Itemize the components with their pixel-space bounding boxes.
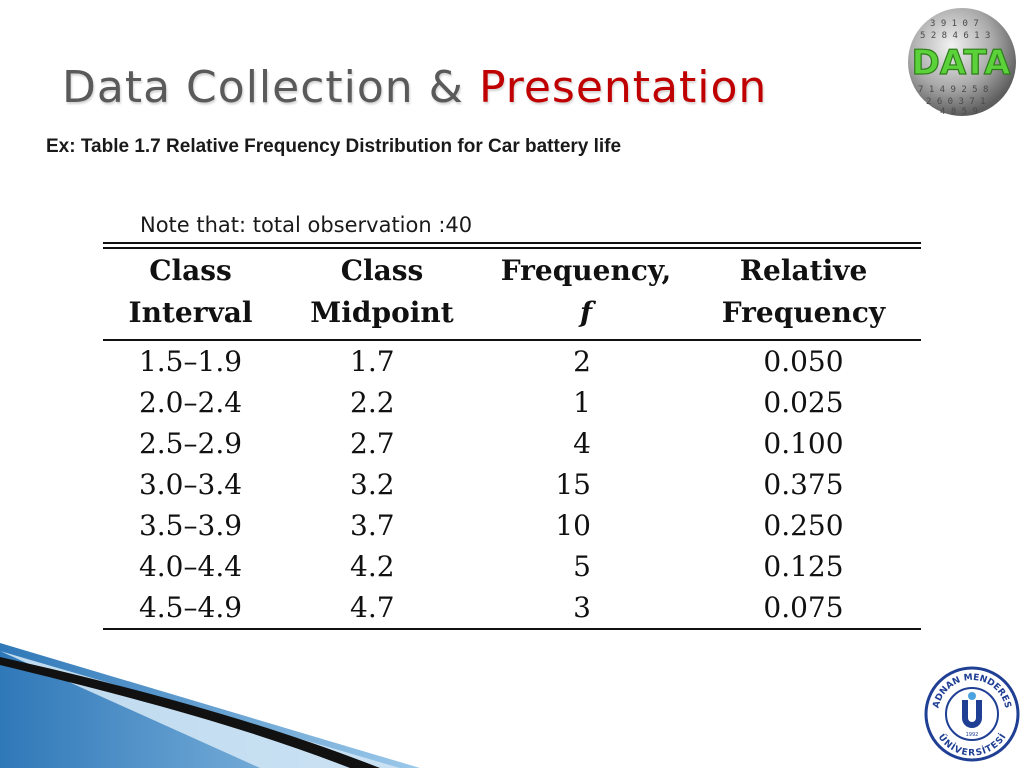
seal-year: 1992 [966, 732, 979, 738]
cell-interval: 4.5–4.9 [138, 591, 243, 624]
slide-subtitle: Ex: Table 1.7 Relative Frequency Distrib… [46, 136, 622, 157]
svg-text:3 9 1 0 7: 3 9 1 0 7 [930, 19, 979, 29]
header-relative-frequency-1: Relative [739, 254, 868, 287]
table-row: 2.0–2.4 2.2 1 0.025 [103, 382, 921, 423]
cell-frequency: 15 [555, 468, 591, 501]
table-row: 1.5–1.9 1.7 2 0.050 [103, 341, 921, 382]
svg-text:5 2 8 4 6 1 3: 5 2 8 4 6 1 3 [920, 31, 990, 41]
table-row: 2.5–2.9 2.7 4 0.100 [103, 423, 921, 464]
cell-frequency: 5 [573, 550, 591, 583]
cell-interval: 3.0–3.4 [138, 468, 243, 501]
svg-text:7 1 4 9 2 5 8: 7 1 4 9 2 5 8 [918, 85, 988, 95]
cell-interval: 4.0–4.4 [138, 550, 243, 583]
cell-midpoint: 4.7 [350, 591, 395, 624]
relative-frequency-table: Class Class Frequency, Relative Interval… [103, 249, 921, 628]
header-frequency-2: f [579, 296, 593, 329]
cell-interval: 2.0–2.4 [138, 386, 243, 419]
decorative-swoosh [0, 643, 420, 768]
cell-relative-frequency: 0.025 [763, 386, 844, 419]
header-frequency-1: Frequency, [500, 254, 672, 287]
cell-midpoint: 1.7 [350, 345, 395, 378]
cell-frequency: 3 [573, 591, 591, 624]
cell-frequency: 4 [573, 427, 591, 460]
header-class-midpoint-1: Class [340, 254, 424, 287]
table-row: 4.0–4.4 4.2 5 0.125 [103, 546, 921, 587]
header-relative-frequency-2: Frequency [721, 296, 886, 329]
cell-midpoint: 3.7 [350, 509, 395, 542]
table-body: 1.5–1.9 1.7 2 0.050 2.0–2.4 2.2 1 0.025 … [103, 339, 921, 628]
cell-interval: 1.5–1.9 [138, 345, 243, 378]
table-header-rule [103, 339, 921, 341]
table-row: 3.5–3.9 3.7 10 0.250 [103, 505, 921, 546]
cell-relative-frequency: 0.375 [763, 468, 844, 501]
cell-relative-frequency: 0.075 [763, 591, 844, 624]
cell-midpoint: 2.2 [350, 386, 395, 419]
table-bottom-rule [103, 628, 921, 630]
cell-frequency: 1 [573, 386, 591, 419]
table-top-rule [103, 242, 921, 249]
cell-relative-frequency: 0.050 [763, 345, 844, 378]
cell-interval: 2.5–2.9 [138, 427, 243, 460]
slide-title: Data Collection & Presentation [62, 62, 767, 113]
cell-relative-frequency: 0.100 [763, 427, 844, 460]
table-header-row-2: Interval Midpoint f Frequency [103, 291, 921, 339]
total-observation-note: Note that: total observation :40 [140, 213, 473, 237]
header-class-midpoint-2: Midpoint [310, 296, 454, 329]
data-logo-text: DATA [912, 43, 1011, 83]
table-row: 4.5–4.9 4.7 3 0.075 [103, 587, 921, 628]
header-class-interval-1: Class [149, 254, 232, 287]
data-globe-logo: 3 9 1 0 7 5 2 8 4 6 1 3 7 1 4 9 2 5 8 2 … [908, 8, 1016, 117]
university-seal-logo: ADNAN MENDERES ÜNİVERSİTESİ 1992 [924, 666, 1020, 762]
cell-frequency: 2 [573, 345, 591, 378]
cell-midpoint: 3.2 [350, 468, 395, 501]
frequency-table-container: Class Class Frequency, Relative Interval… [103, 242, 921, 630]
svg-text:2 6 0 3 7 1: 2 6 0 3 7 1 [926, 97, 986, 107]
cell-interval: 3.5–3.9 [138, 509, 243, 542]
cell-midpoint: 4.2 [350, 550, 395, 583]
table-header-row-1: Class Class Frequency, Relative [103, 249, 921, 291]
cell-relative-frequency: 0.250 [763, 509, 844, 542]
title-accent: Presentation [478, 62, 768, 113]
svg-text:4 8 5 9: 4 8 5 9 [940, 107, 978, 117]
cell-frequency: 10 [555, 509, 591, 542]
cell-midpoint: 2.7 [350, 427, 395, 460]
table-row: 3.0–3.4 3.2 15 0.375 [103, 464, 921, 505]
title-main: Data Collection & [62, 62, 479, 113]
header-class-interval-2: Interval [128, 296, 253, 329]
cell-relative-frequency: 0.125 [763, 550, 844, 583]
